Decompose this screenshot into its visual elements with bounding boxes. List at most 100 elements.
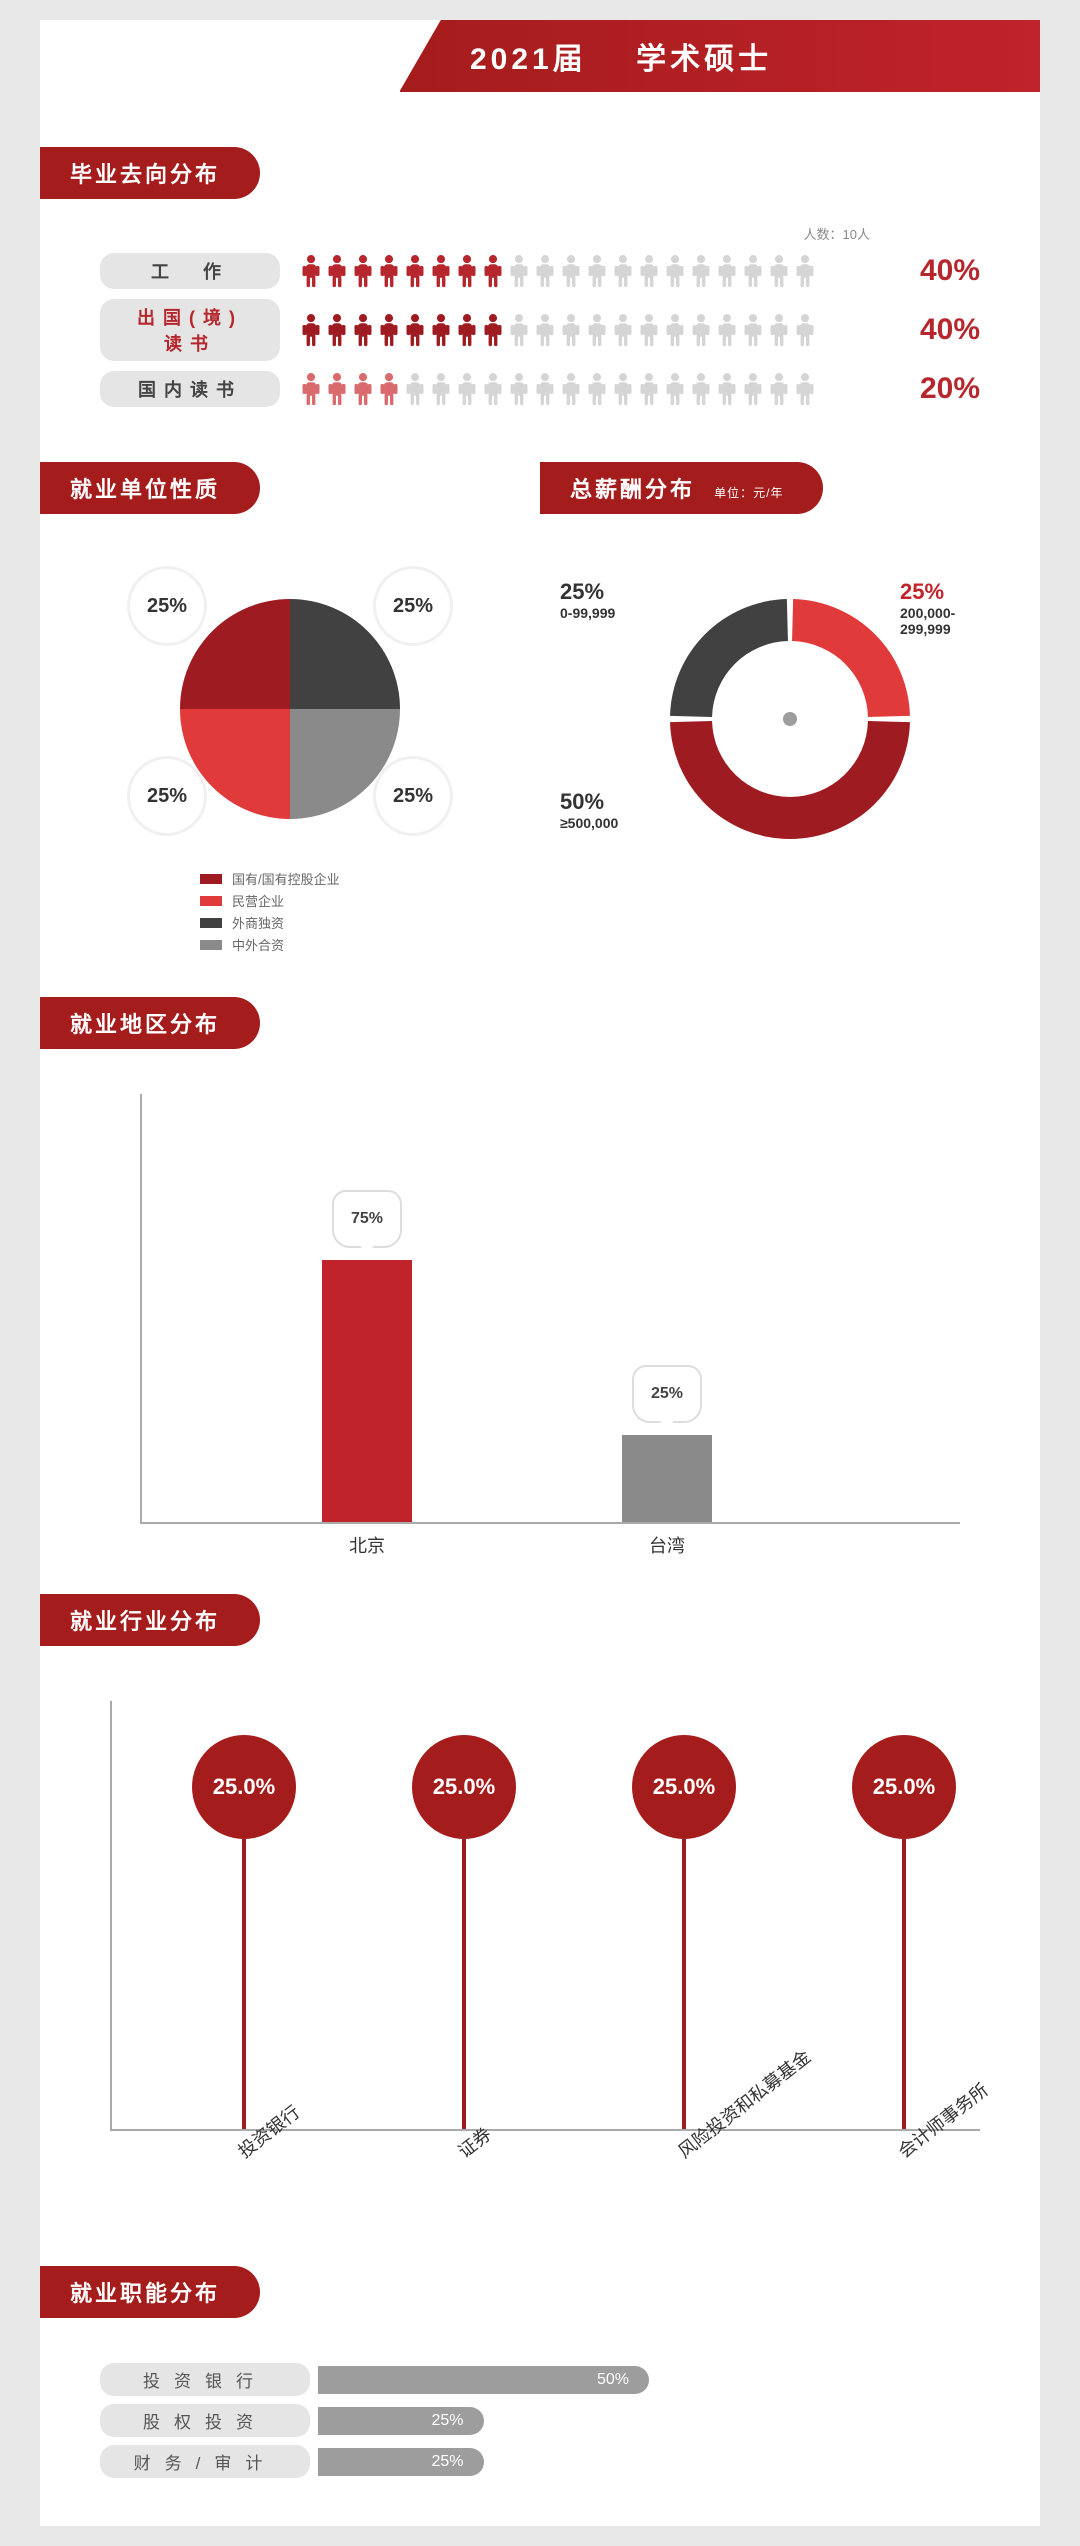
- header-title: 学术硕士: [636, 43, 772, 76]
- person-icon: [456, 313, 478, 347]
- picto-icons: [300, 254, 880, 288]
- header-banner: 2021届 学术硕士: [400, 20, 1040, 92]
- picto-label: 工 作: [100, 253, 280, 289]
- picto-icons: [300, 313, 880, 347]
- hbar-label: 财务/审计: [100, 2445, 310, 2478]
- person-icon: [638, 254, 660, 288]
- person-icon: [690, 313, 712, 347]
- section3-title: 就业地区分布: [40, 997, 260, 1049]
- person-icon: [326, 372, 348, 406]
- person-icon: [664, 372, 686, 406]
- region-bar: 25%台湾: [622, 1435, 712, 1523]
- person-icon: [768, 254, 790, 288]
- region-badge: 75%: [332, 1190, 402, 1248]
- person-icon: [794, 254, 816, 288]
- picto-label: 出国(境)读书: [100, 299, 280, 361]
- person-icon: [326, 313, 348, 347]
- donut-label: 25%0-99,999: [560, 579, 615, 621]
- person-icon: [586, 254, 608, 288]
- person-icon: [404, 254, 426, 288]
- picto-label: 国内读书: [100, 371, 280, 407]
- picto-percent: 20%: [880, 372, 980, 406]
- lollipop-head: 25.0%: [852, 1735, 956, 1839]
- person-icon: [586, 313, 608, 347]
- section5-title: 就业职能分布: [40, 2266, 260, 2318]
- person-icon: [508, 254, 530, 288]
- hbar-label: 股权投资: [100, 2404, 310, 2437]
- legend-item: 国有/国有控股企业: [200, 869, 540, 888]
- hbar-track: 25%: [318, 2407, 980, 2435]
- person-icon: [664, 313, 686, 347]
- hbar-track: 50%: [318, 2366, 980, 2394]
- picto-percent: 40%: [880, 313, 980, 347]
- person-icon: [482, 313, 504, 347]
- person-icon: [716, 254, 738, 288]
- person-icon: [612, 254, 634, 288]
- hbar-fill: 25%: [318, 2407, 484, 2435]
- hbar-fill: 50%: [318, 2366, 649, 2394]
- person-icon: [430, 372, 452, 406]
- region-xlabel: 台湾: [622, 1532, 712, 1558]
- horizontal-bars: 投资银行 50% 股权投资 25% 财务/审计 25%: [100, 2363, 980, 2478]
- region-bar-chart: 75%北京 25%台湾: [140, 1094, 960, 1524]
- person-icon: [378, 313, 400, 347]
- person-icon: [794, 313, 816, 347]
- person-icon: [612, 372, 634, 406]
- page: 2021届 学术硕士 毕业去向分布 人数：10人 工 作40%出国(境)读书40…: [40, 20, 1040, 2526]
- picto-percent: 40%: [880, 254, 980, 288]
- hbar-row: 股权投资 25%: [100, 2404, 980, 2437]
- person-icon: [352, 313, 374, 347]
- person-icon: [326, 254, 348, 288]
- person-icon: [742, 372, 764, 406]
- hbar-track: 25%: [318, 2448, 980, 2476]
- person-icon: [664, 254, 686, 288]
- person-icon: [352, 372, 374, 406]
- person-icon: [768, 313, 790, 347]
- person-icon: [430, 254, 452, 288]
- person-icon: [716, 372, 738, 406]
- legend-item: 民营企业: [200, 891, 540, 910]
- hbar-label: 投资银行: [100, 2363, 310, 2396]
- person-icon: [508, 313, 530, 347]
- person-icon: [378, 372, 400, 406]
- person-icon: [404, 372, 426, 406]
- pictogram-chart: 人数：10人 工 作 40% 出国(境)读书 40% 国内读书 20%: [40, 224, 1040, 437]
- hbar-row: 财务/审计 25%: [100, 2445, 980, 2478]
- lollipop-head: 25.0%: [192, 1735, 296, 1839]
- person-icon: [794, 372, 816, 406]
- person-icon: [456, 372, 478, 406]
- person-icon: [404, 313, 426, 347]
- person-icon: [638, 313, 660, 347]
- picto-row: 国内读书 20%: [100, 371, 980, 407]
- person-icon: [508, 372, 530, 406]
- section2b-title: 总薪酬分布 单位：元/年: [540, 462, 823, 514]
- region-xlabel: 北京: [322, 1532, 412, 1558]
- lollipop-stem: 25.0%投资银行: [242, 1839, 246, 2129]
- person-icon: [742, 313, 764, 347]
- person-icon: [586, 372, 608, 406]
- person-icon: [300, 372, 322, 406]
- picto-legend: 人数：10人: [100, 224, 980, 243]
- person-icon: [456, 254, 478, 288]
- two-column-charts: 就业单位性质 25%25%25%25% 国有/国有控股企业民营企业外商独资中外合…: [40, 437, 1040, 957]
- lollipop-stem: 25.0%证券: [462, 1839, 466, 2129]
- section4-title: 就业行业分布: [40, 1594, 260, 1646]
- person-icon: [690, 372, 712, 406]
- hbar-fill: 25%: [318, 2448, 484, 2476]
- person-icon: [716, 313, 738, 347]
- person-icon: [690, 254, 712, 288]
- person-icon: [612, 313, 634, 347]
- lollipop-chart: 25.0%投资银行25.0%证券25.0%风险投资和私募基金25.0%会计师事务…: [110, 1701, 980, 2131]
- donut-label: 25%200,000-299,999: [900, 579, 955, 637]
- person-icon: [300, 254, 322, 288]
- person-icon: [482, 254, 504, 288]
- pie-legend: 国有/国有控股企业民营企业外商独资中外合资: [200, 869, 540, 954]
- donut-chart: 25%0-99,99925%200,000-299,99950%≥500,000: [640, 569, 940, 869]
- picto-row: 工 作 40%: [100, 253, 980, 289]
- region-bar: 75%北京: [322, 1260, 412, 1523]
- person-icon: [560, 313, 582, 347]
- person-icon: [430, 313, 452, 347]
- person-icon: [768, 372, 790, 406]
- person-icon: [482, 372, 504, 406]
- picto-row: 出国(境)读书 40%: [100, 299, 980, 361]
